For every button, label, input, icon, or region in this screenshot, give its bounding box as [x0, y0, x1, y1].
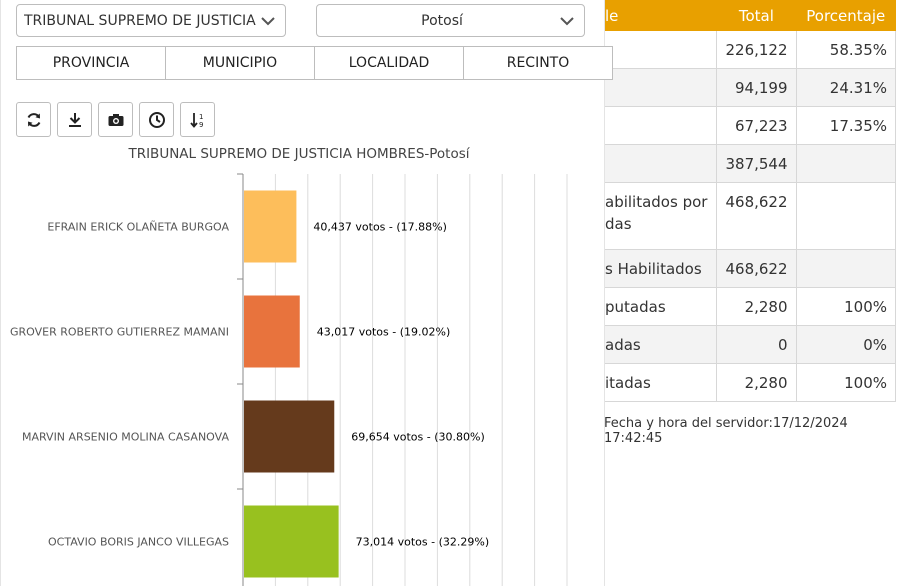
bar: [244, 295, 300, 368]
table-row: 67,223 17.35%: [559, 106, 897, 145]
results-panel: TRIBUNAL SUPREMO DE JUSTICIA HOMBRES Pot…: [0, 0, 613, 586]
data-label: 40,437 votos - (17.88%): [313, 221, 447, 234]
data-label: 69,654 votos - (30.80%): [351, 431, 485, 444]
table-row: itadas 2,280 100%: [559, 363, 897, 402]
row-total: 2,280: [716, 363, 797, 402]
row-total: 226,122: [716, 30, 797, 69]
refresh-icon: [27, 112, 40, 127]
row-total: 468,622: [716, 182, 797, 250]
screenshot-button[interactable]: [98, 102, 133, 137]
departamento-select-value: Potosí: [421, 13, 463, 29]
chevron-down-icon: [560, 17, 574, 26]
chart-toolbar: 1 9: [16, 102, 221, 137]
svg-text:1: 1: [199, 113, 203, 121]
sort-icon: 1 9: [189, 112, 203, 129]
category-label: OCTAVIO BORIS JANCO VILLEGAS: [48, 536, 229, 549]
table-row: s Habilitados 468,622: [559, 249, 897, 288]
row-total: 387,544: [716, 144, 797, 183]
category-label: GROVER ROBERTO GUTIERREZ MAMANI: [10, 326, 229, 339]
header-percent: Porcentaje: [795, 0, 897, 31]
table-row: 387,544: [559, 144, 897, 183]
row-total: 2,280: [716, 287, 797, 326]
results-header-row: le Total Porcentaje: [559, 0, 897, 31]
row-percent: 100%: [795, 287, 897, 326]
row-percent: 58.35%: [795, 30, 897, 69]
row-percent: 0%: [795, 325, 897, 364]
level-tabs: PROVINCIA MUNICIPIO LOCALIDAD RECINTO: [16, 46, 613, 80]
server-time-value: 17/12/2024 17:42:45: [604, 416, 848, 446]
history-button[interactable]: [139, 102, 174, 137]
row-total: 0: [716, 325, 797, 364]
row-percent: [795, 144, 897, 183]
departamento-select[interactable]: Potosí: [316, 4, 585, 37]
data-label: 43,017 votos - (19.02%): [317, 326, 451, 339]
category-label: MARVIN ARSENIO MOLINA CASANOVA: [22, 431, 229, 444]
sort-button[interactable]: 1 9: [180, 102, 215, 137]
tab-provincia[interactable]: PROVINCIA: [16, 46, 166, 80]
row-total: 468,622: [716, 249, 797, 288]
bar: [244, 400, 335, 473]
header-total: Total: [716, 0, 797, 31]
table-row: adas 0 0%: [559, 325, 897, 364]
row-percent: [795, 249, 897, 288]
chevron-down-icon: [261, 17, 275, 26]
data-label: 73,014 votos - (32.29%): [356, 536, 490, 549]
votes-bar-chart: EFRAIN ERICK OLAÑETA BURGOA 40,437 votos …: [10, 173, 568, 586]
svg-text:9: 9: [199, 121, 203, 129]
row-percent: 24.31%: [795, 68, 897, 107]
download-icon: [68, 112, 81, 127]
row-percent: 100%: [795, 363, 897, 402]
clock-icon: [148, 111, 165, 128]
server-time: Fecha y hora del servidor:17/12/2024 17:…: [604, 416, 896, 446]
tab-recinto[interactable]: RECINTO: [463, 46, 613, 80]
bar: [244, 505, 339, 578]
table-row: abilitados por das 468,622: [559, 182, 897, 250]
server-time-label: Fecha y hora del servidor:: [604, 416, 773, 431]
row-total: 67,223: [716, 106, 797, 145]
table-row: 94,199 24.31%: [559, 68, 897, 107]
bar: [244, 190, 297, 263]
category-label: EFRAIN ERICK OLAÑETA BURGOA: [47, 221, 229, 234]
table-row: putadas 2,280 100%: [559, 287, 897, 326]
camera-icon: [108, 113, 123, 126]
row-percent: 17.35%: [795, 106, 897, 145]
chart-title: TRIBUNAL SUPREMO DE JUSTICIA HOMBRES-Pot…: [128, 146, 470, 162]
cargo-select-value: TRIBUNAL SUPREMO DE JUSTICIA HOMBRES: [24, 13, 256, 29]
tab-municipio[interactable]: MUNICIPIO: [165, 46, 315, 80]
download-button[interactable]: [57, 102, 92, 137]
row-total: 94,199: [716, 68, 797, 107]
cargo-select[interactable]: TRIBUNAL SUPREMO DE JUSTICIA HOMBRES: [16, 4, 286, 37]
row-percent: [795, 182, 897, 250]
refresh-button[interactable]: [16, 102, 51, 137]
tab-localidad[interactable]: LOCALIDAD: [314, 46, 464, 80]
